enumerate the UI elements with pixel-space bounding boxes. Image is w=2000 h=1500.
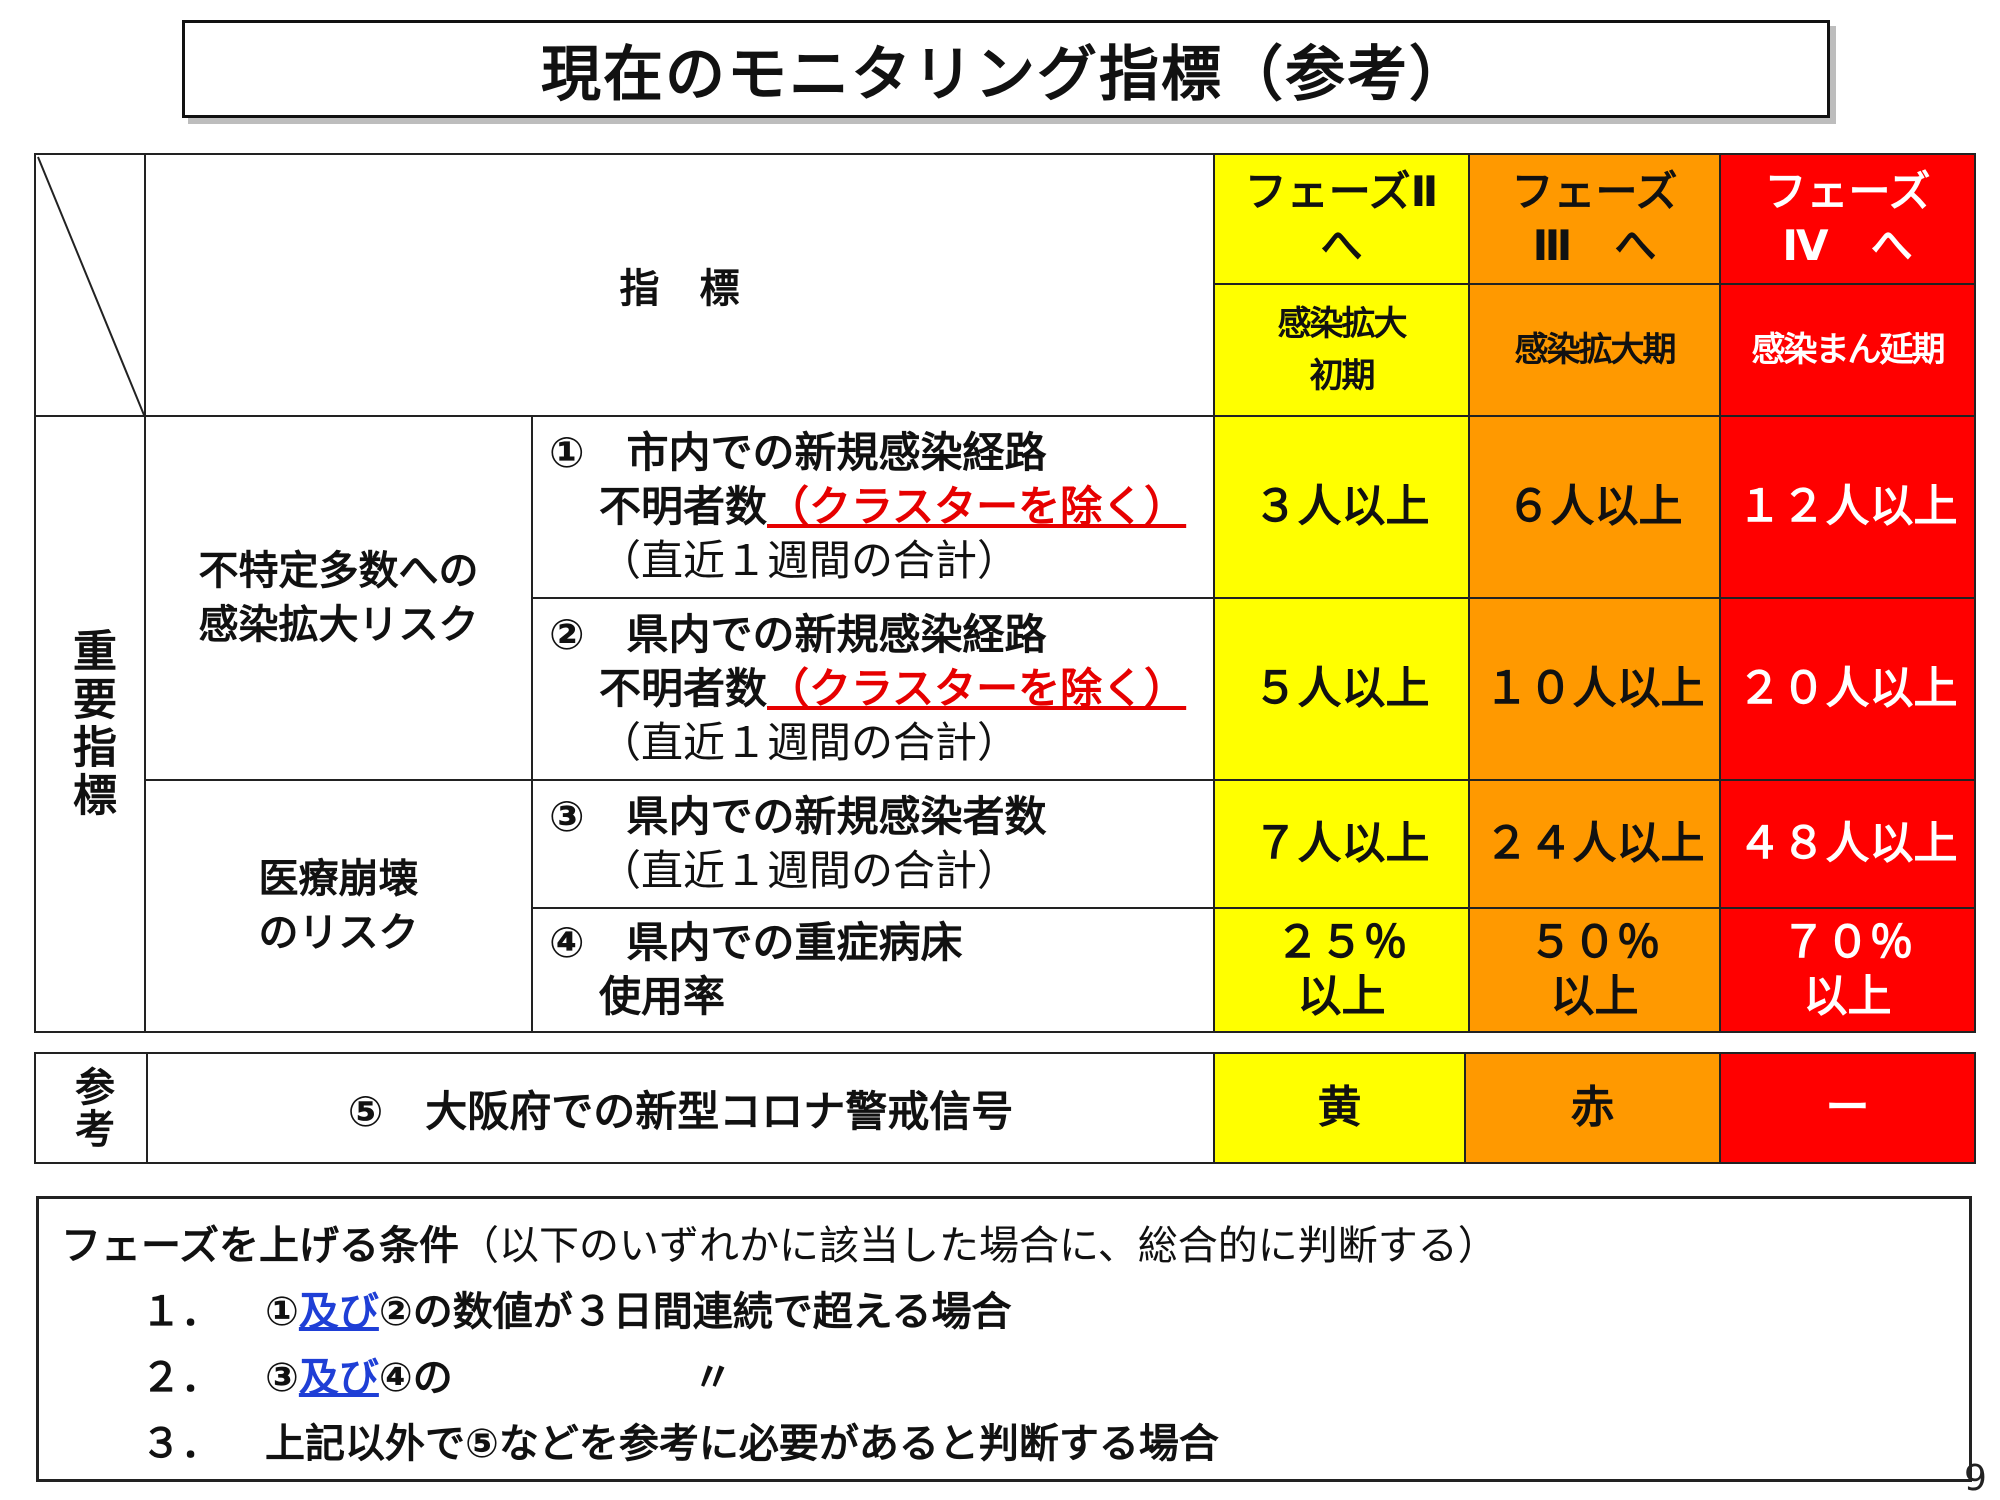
condition-3-number: ３． — [141, 1421, 221, 1467]
condition-3-text: 上記以外で⑤などを参考に必要があると判断する場合 — [265, 1421, 1219, 1467]
phase-3-header: フェーズ Ⅲ へ — [1468, 153, 1721, 285]
category-2: 医療崩壊 のリスク — [144, 779, 533, 1033]
indicator-2-phase-2: ５人以上 — [1213, 597, 1470, 781]
phase-4-label-2: Ⅳ へ — [1782, 221, 1913, 270]
indicator-2-line2: 不明者数 — [599, 664, 768, 713]
phase-2-header: フェーズⅡ へ — [1213, 153, 1470, 285]
category-2-line1: 医療崩壊 — [258, 856, 419, 902]
phase-2-label-2: へ — [1320, 221, 1363, 270]
indicator-4-phase-4: ７０％ 以上 — [1719, 907, 1976, 1033]
reference-phase-3: 赤 — [1464, 1052, 1721, 1164]
indicator-4-phase-4-value: ７０％ — [1781, 917, 1914, 968]
category-1-line2: 感染拡大リスク — [198, 602, 479, 648]
phase-2-stage-2: 初期 — [1309, 356, 1376, 396]
indicator-1-exclusion: （クラスターを除く） — [767, 482, 1187, 531]
indicator-1-line2: 不明者数 — [599, 482, 768, 531]
indicator-4-phase-3-suffix: 以上 — [1550, 971, 1639, 1022]
condition-1-text: ②の数値が３日間連続で超える場合 — [378, 1289, 1012, 1335]
section-label-cell: 重要指標 — [34, 415, 146, 1033]
indicator-4-phase-2-value: ２５％ — [1275, 917, 1408, 968]
diagonal-header-cell — [34, 153, 146, 417]
indicator-4: ④ 県内での重症病床 使用率 — [531, 907, 1215, 1033]
condition-item-2: ２． ③及び④の 〃 — [61, 1345, 1949, 1411]
conditions-heading: フェーズを上げる条件 — [61, 1223, 459, 1269]
indicator-4-phase-4-suffix: 以上 — [1803, 971, 1892, 1022]
indicator-3: ③ 県内での新規感染者数 （直近１週間の合計） — [531, 779, 1215, 909]
indicator-1-line1: ① 市内での新規感染経路 — [549, 428, 1047, 477]
conditions-note: （以下のいずれかに該当した場合に、総合的に判断する） — [459, 1223, 1498, 1269]
phase-2-stage: 感染拡大 初期 — [1213, 283, 1470, 417]
indicator-header: 指 標 — [144, 153, 1215, 417]
page-number: 9 — [1964, 1458, 1987, 1499]
phase-3-label-2: Ⅲ へ — [1532, 221, 1657, 270]
indicator-1-phase-2: ３人以上 — [1213, 415, 1470, 599]
indicator-1-note: （直近１週間の合計） — [599, 536, 1020, 585]
condition-2-text: ④の 〃 — [378, 1355, 733, 1401]
indicator-3-phase-3: ２４人以上 — [1468, 779, 1721, 909]
indicator-3-phase-4: ４８人以上 — [1719, 779, 1976, 909]
phase-3-label: フェーズ — [1511, 167, 1678, 216]
indicator-2-phase-4: ２０人以上 — [1719, 597, 1976, 781]
indicator-3-line1: ③ 県内での新規感染者数 — [549, 792, 1047, 841]
indicator-4-line2: 使用率 — [599, 972, 726, 1021]
category-1-line1: 不特定多数への — [198, 548, 479, 594]
phase-3-stage: 感染拡大期 — [1468, 283, 1721, 417]
page-title: 現在のモニタリング指標（参考） — [182, 20, 1830, 118]
reference-label: 参考 — [68, 1066, 114, 1150]
reference-phase-4: ー — [1719, 1052, 1976, 1164]
category-1: 不特定多数への 感染拡大リスク — [144, 415, 533, 781]
phase-2-stage-1: 感染拡大 — [1277, 304, 1408, 344]
indicator-2-exclusion: （クラスターを除く） — [767, 664, 1187, 713]
reference-indicator: ⑤ 大阪府での新型コロナ警戒信号 — [146, 1052, 1215, 1164]
condition-1-number: １． — [141, 1289, 221, 1335]
indicator-3-phase-2: ７人以上 — [1213, 779, 1470, 909]
indicator-2-note: （直近１週間の合計） — [599, 718, 1020, 767]
condition-item-1: １． ①及び②の数値が３日間連続で超える場合 — [61, 1279, 1949, 1345]
phase-4-label: フェーズ — [1764, 167, 1931, 216]
monitoring-indicator-table: 指 標 フェーズⅡ へ フェーズ Ⅲ へ フェーズ Ⅳ へ 感染拡大 初期 感染… — [34, 153, 1976, 1033]
reference-label-cell: 参考 — [34, 1052, 148, 1164]
reference-table: 参考 ⑤ 大阪府での新型コロナ警戒信号 黄 赤 ー — [34, 1052, 1976, 1164]
phase-up-conditions: フェーズを上げる条件（以下のいずれかに該当した場合に、総合的に判断する） １． … — [36, 1196, 1972, 1482]
phase-3-stage-1: 感染拡大期 — [1514, 330, 1677, 370]
section-label: 重要指標 — [65, 628, 116, 820]
condition-2-link: 及び — [298, 1355, 379, 1401]
condition-1-pre: ① — [265, 1289, 299, 1335]
condition-item-3: ３． 上記以外で⑤などを参考に必要があると判断する場合 — [61, 1411, 1949, 1477]
indicator-3-note: （直近１週間の合計） — [599, 846, 1020, 895]
phase-2-label: フェーズⅡ — [1244, 167, 1439, 216]
indicator-4-phase-2: ２５％ 以上 — [1213, 907, 1470, 1033]
indicator-header-label: 指 標 — [619, 266, 740, 312]
indicator-2-line1: ② 県内での新規感染経路 — [549, 610, 1047, 659]
condition-2-pre: ③ — [265, 1355, 299, 1401]
indicator-1-phase-3: ６人以上 — [1468, 415, 1721, 599]
category-2-line2: のリスク — [258, 910, 419, 956]
indicator-1-phase-4: １２人以上 — [1719, 415, 1976, 599]
phase-4-stage-1: 感染まん延期 — [1751, 330, 1946, 370]
phase-4-stage: 感染まん延期 — [1719, 283, 1976, 417]
indicator-4-phase-2-suffix: 以上 — [1297, 971, 1386, 1022]
indicator-2: ② 県内での新規感染経路 不明者数（クラスターを除く） （直近１週間の合計） — [531, 597, 1215, 781]
indicator-4-line1: ④ 県内での重症病床 — [549, 918, 963, 967]
diagonal-line — [37, 156, 143, 414]
indicator-4-phase-3-value: ５０％ — [1528, 917, 1661, 968]
reference-phase-2: 黄 — [1213, 1052, 1466, 1164]
condition-1-link: 及び — [298, 1289, 379, 1335]
indicator-2-phase-3: １０人以上 — [1468, 597, 1721, 781]
indicator-1: ① 市内での新規感染経路 不明者数（クラスターを除く） （直近１週間の合計） — [531, 415, 1215, 599]
phase-4-header: フェーズ Ⅳ へ — [1719, 153, 1976, 285]
condition-2-number: ２． — [141, 1355, 221, 1401]
indicator-4-phase-3: ５０％ 以上 — [1468, 907, 1721, 1033]
